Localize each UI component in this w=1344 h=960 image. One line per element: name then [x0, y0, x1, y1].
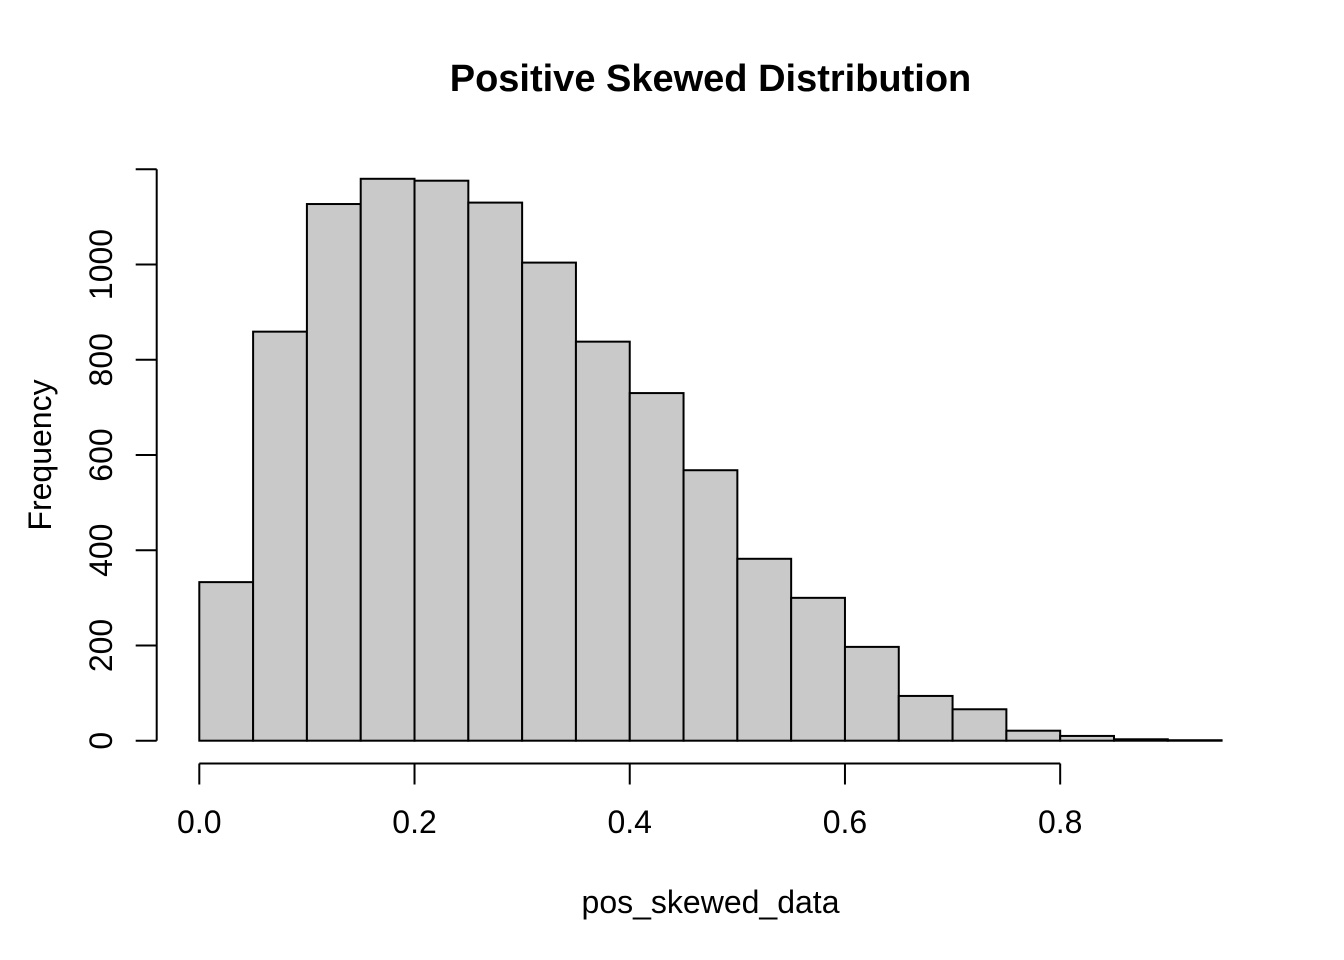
y-axis-title: Frequency [22, 379, 58, 531]
histogram-bar [628, 392, 685, 742]
histogram-bar [359, 177, 416, 742]
histogram-bar [1166, 739, 1223, 742]
histogram-bar [1005, 729, 1062, 742]
histogram-bar [682, 469, 739, 742]
histogram-bar [897, 694, 954, 742]
histogram-bar [790, 596, 846, 742]
y-axis-tick-label: 0 [83, 732, 119, 750]
x-axis-tick-label: 0.8 [1038, 804, 1082, 840]
x-axis-tick-label: 0.0 [177, 804, 221, 840]
histogram-bar [305, 203, 362, 742]
histogram-bar [1112, 738, 1169, 742]
x-axis-tick-label: 0.2 [392, 804, 436, 840]
histogram-bar [252, 330, 308, 742]
y-axis-tick-label: 1000 [83, 229, 119, 300]
histogram-bar [1059, 734, 1115, 742]
x-axis-tick-label: 0.6 [823, 804, 867, 840]
histogram-bar [574, 340, 631, 742]
chart-title: Positive Skewed Distribution [449, 58, 972, 100]
histogram-bar [843, 645, 900, 742]
histogram-bar [198, 581, 255, 742]
histogram-bar [413, 179, 470, 742]
x-axis-tick-label: 0.4 [607, 804, 651, 840]
y-axis-tick-label: 800 [83, 333, 119, 386]
histogram-bar [951, 708, 1008, 742]
y-axis-tick-label: 600 [83, 428, 119, 481]
histogram-bar [467, 201, 524, 742]
histogram-bar [521, 261, 577, 742]
x-axis-title: pos_skewed_data [581, 884, 840, 920]
histogram-bar [736, 557, 793, 742]
y-axis-tick-label: 400 [83, 524, 119, 577]
y-axis-tick-label: 200 [83, 619, 119, 672]
